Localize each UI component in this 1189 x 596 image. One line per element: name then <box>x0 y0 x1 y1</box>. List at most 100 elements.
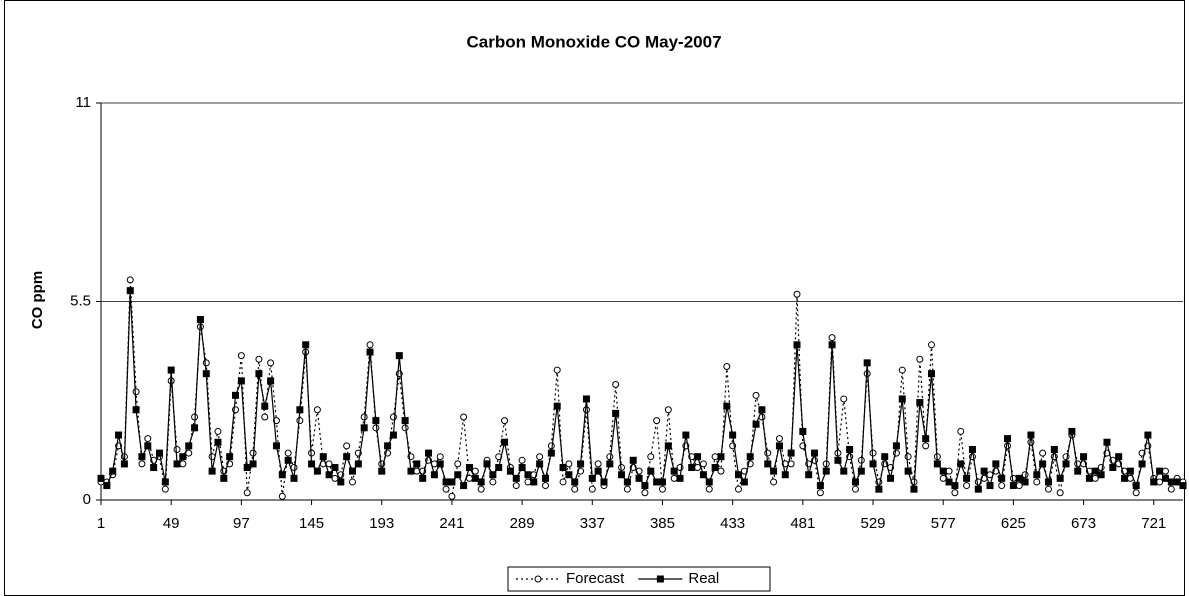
data-point <box>144 442 152 450</box>
data-point <box>1056 474 1064 482</box>
data-point <box>793 341 801 349</box>
data-point <box>986 482 994 490</box>
data-point <box>647 467 655 475</box>
data-point <box>571 478 579 486</box>
data-point <box>951 489 959 497</box>
data-point <box>565 460 573 468</box>
data-point <box>126 287 134 295</box>
data-point <box>928 341 936 349</box>
data-point <box>676 474 684 482</box>
data-point <box>705 478 713 486</box>
data-point <box>559 478 567 486</box>
data-point <box>232 391 240 399</box>
data-point <box>261 413 269 421</box>
data-point <box>296 406 304 414</box>
data-point <box>366 341 374 349</box>
data-point <box>173 445 181 453</box>
data-point <box>998 474 1006 482</box>
data-point <box>161 485 169 493</box>
data-point <box>688 464 696 472</box>
series-line <box>100 290 1184 490</box>
x-tick-label: 577 <box>931 515 956 532</box>
data-point <box>1103 438 1111 446</box>
data-point <box>594 460 602 468</box>
data-point <box>746 453 754 461</box>
data-point <box>255 370 263 378</box>
data-point <box>758 406 766 414</box>
data-point <box>442 478 450 486</box>
data-point <box>851 485 859 493</box>
x-tick-label: 241 <box>439 515 464 532</box>
data-point <box>635 474 643 482</box>
data-point <box>1126 467 1134 475</box>
data-point <box>284 456 292 464</box>
data-point <box>202 359 210 367</box>
data-point <box>764 449 772 457</box>
data-point <box>267 359 275 367</box>
data-point <box>167 366 175 374</box>
data-point <box>436 453 444 461</box>
data-point <box>729 431 737 439</box>
data-point <box>822 467 830 475</box>
data-point <box>348 467 356 475</box>
data-point <box>343 453 351 461</box>
x-tick-label: 1 <box>97 515 105 532</box>
data-point <box>840 395 848 403</box>
data-point <box>928 370 936 378</box>
data-point <box>752 391 760 399</box>
data-point <box>261 402 269 410</box>
data-point <box>1156 467 1164 475</box>
data-point <box>132 406 140 414</box>
data-point <box>629 456 637 464</box>
data-point <box>1021 471 1029 479</box>
x-tick-label: 721 <box>1141 515 1166 532</box>
data-point <box>214 427 222 435</box>
legend-marker <box>656 575 664 583</box>
data-point <box>343 442 351 450</box>
data-point <box>892 442 900 450</box>
data-point <box>606 460 614 468</box>
data-point <box>770 478 778 486</box>
data-point <box>828 334 836 342</box>
data-point <box>582 406 590 414</box>
data-point <box>331 474 339 482</box>
data-point <box>1161 474 1169 482</box>
data-point <box>103 482 111 490</box>
data-point <box>711 453 719 461</box>
data-point <box>360 413 368 421</box>
legend-marker <box>534 575 542 583</box>
data-point <box>653 478 661 486</box>
data-point <box>524 471 532 479</box>
data-point <box>179 460 187 468</box>
data-point <box>717 453 725 461</box>
data-point <box>840 467 848 475</box>
data-point <box>623 478 631 486</box>
data-point <box>1056 489 1064 497</box>
data-point <box>992 460 1000 468</box>
data-point <box>1091 474 1099 482</box>
data-point <box>618 471 626 479</box>
data-point <box>278 492 286 500</box>
data-point <box>243 489 251 497</box>
data-point <box>875 485 883 493</box>
data-point <box>582 395 590 403</box>
data-point <box>1033 478 1041 486</box>
data-point <box>226 453 234 461</box>
data-point <box>325 460 333 468</box>
data-point <box>138 460 146 468</box>
data-point <box>430 471 438 479</box>
data-point <box>536 460 544 468</box>
data-point <box>653 417 661 425</box>
data-point <box>489 471 497 479</box>
data-point <box>202 370 210 378</box>
x-tick-label: 385 <box>650 515 675 532</box>
data-point <box>816 482 824 490</box>
data-point <box>980 467 988 475</box>
data-point <box>951 482 959 490</box>
data-point <box>512 482 520 490</box>
data-point <box>1039 449 1047 457</box>
chart-title: Carbon Monoxide CO May-2007 <box>466 32 721 51</box>
data-point <box>97 474 105 482</box>
y-axis-label: CO ppm <box>29 271 46 329</box>
data-point <box>337 478 345 486</box>
